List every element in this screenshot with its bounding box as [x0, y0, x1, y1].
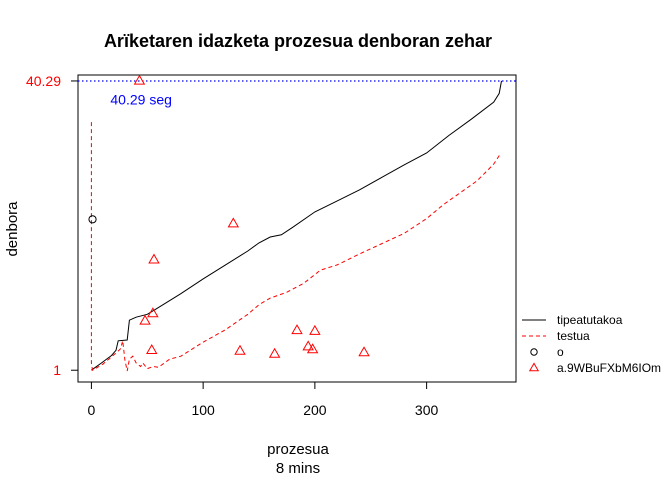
x-axis-label: prozesua [267, 441, 329, 458]
data-point-a-9wbufxbm6iom [234, 344, 246, 355]
data-point-a-9wbufxbm6iom [268, 347, 281, 358]
x-tick-label: 300 [415, 402, 439, 418]
data-point-a-9wbufxbm6iom [147, 307, 159, 318]
data-point-a-9wbufxbm6iom [358, 346, 370, 357]
legend-label-a-9wbufxbm6iom: a.9WBuFXbM6IOm [557, 361, 661, 375]
data-point-a-9wbufxbm6iom [309, 324, 321, 335]
data-point-a-9wbufxbm6iom [133, 74, 146, 85]
legend-key-o [530, 348, 538, 356]
chart-title: Arïketaren idazketa prozesua denboran ze… [104, 31, 492, 51]
legend-label-o: o [557, 345, 564, 359]
data-point-a-9wbufxbm6iom [146, 344, 158, 355]
y-tick-label: 40.29 [26, 73, 61, 89]
x-axis-sublabel: 8 mins [276, 460, 320, 477]
series-layer [88, 74, 502, 372]
x-tick-label: 100 [191, 402, 215, 418]
plot-frame [77, 74, 517, 383]
reference-line-label: 40.29 seg [110, 91, 172, 107]
legend: tipeatutakoa testua o a.9WBuFXbM6IOm [522, 313, 661, 375]
data-point-a-9wbufxbm6iom [306, 343, 319, 354]
series-line-testua [90, 122, 501, 372]
y-axis: 140.29 [26, 73, 79, 378]
legend-label-tipeatutakoa: tipeatutakoa [557, 313, 623, 327]
x-tick-label: 200 [303, 402, 327, 418]
x-axis: 0 100 200 300 [88, 381, 439, 418]
data-point-a-9wbufxbm6iom [148, 253, 160, 264]
series-line-tipeatutakoa [91, 80, 502, 371]
legend-label-testua: testua [557, 329, 590, 343]
data-point-a-9wbufxbm6iom [139, 314, 151, 325]
x-tick-label: 0 [88, 402, 96, 418]
y-axis-label: denbora [4, 201, 21, 257]
y-tick-label: 1 [53, 362, 61, 378]
data-point-a-9wbufxbm6iom [227, 217, 240, 228]
data-point-a-9wbufxbm6iom [291, 324, 303, 335]
legend-key-a-9wbufxbm6iom [528, 362, 540, 372]
data-point-o [88, 215, 97, 224]
reference-layer: 40.29 seg [78, 80, 516, 107]
data-point-a-9wbufxbm6iom [302, 340, 314, 351]
